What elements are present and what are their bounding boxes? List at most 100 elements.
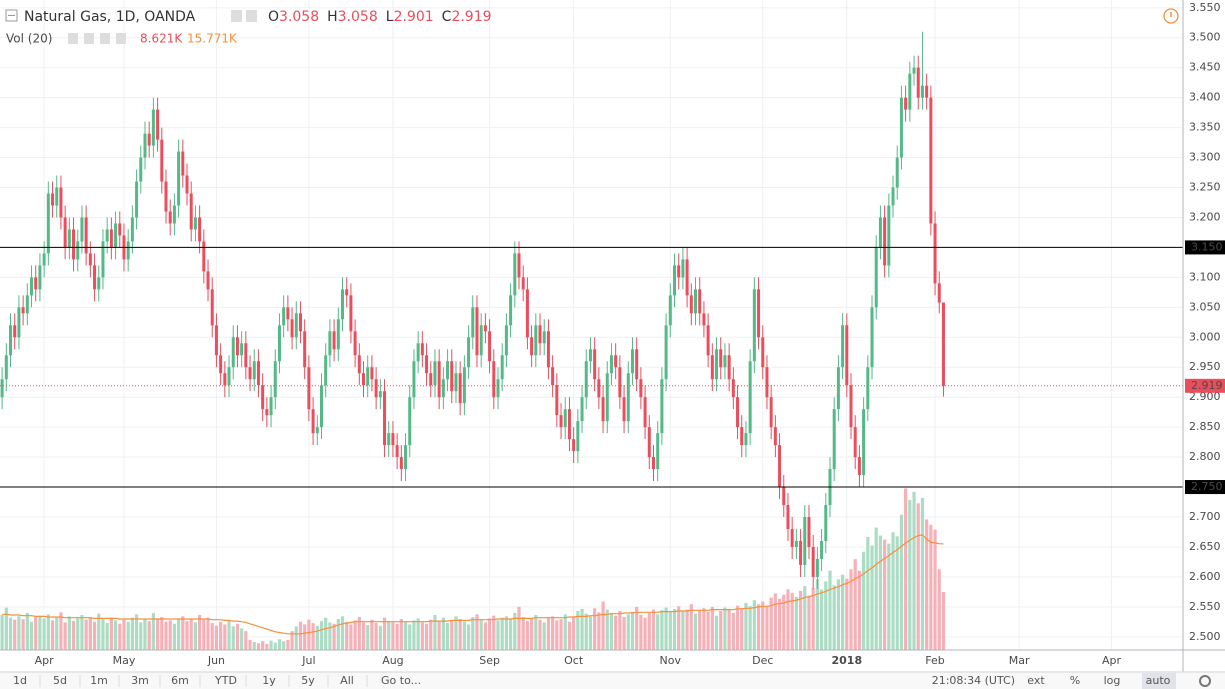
candle-body xyxy=(488,331,492,362)
candle-body xyxy=(450,361,454,392)
candle-body xyxy=(387,433,391,446)
volume-bar xyxy=(853,559,857,650)
candle-body xyxy=(336,319,340,350)
y-tick-label: 3.400 xyxy=(1189,91,1221,104)
volume-bar xyxy=(282,641,286,650)
volume-bar xyxy=(290,631,294,650)
volume-bar xyxy=(210,623,214,650)
header-icon[interactable] xyxy=(68,33,78,44)
range-button[interactable]: 1d xyxy=(13,674,27,687)
volume-bar xyxy=(340,616,345,650)
header-icon[interactable] xyxy=(84,33,94,44)
volume-bar xyxy=(244,631,248,650)
volume-bar xyxy=(719,610,723,650)
y-tick-label: 3.500 xyxy=(1189,31,1221,44)
volume-bar xyxy=(160,617,164,650)
range-button[interactable]: 1m xyxy=(90,674,108,687)
candle-body xyxy=(172,205,176,224)
candle-body xyxy=(920,85,924,98)
candle-body xyxy=(626,373,630,422)
range-button[interactable]: 1y xyxy=(262,674,276,687)
x-tick-label: Sep xyxy=(479,654,500,667)
y-tick-label: 3.250 xyxy=(1189,181,1221,194)
range-button[interactable]: YTD xyxy=(214,674,237,687)
volume-bar xyxy=(420,622,424,650)
volume-bar xyxy=(769,597,773,650)
volume-bar xyxy=(635,606,639,650)
header-icon[interactable] xyxy=(246,10,257,22)
volume-bar xyxy=(155,618,160,650)
candle-body xyxy=(383,391,387,446)
volume-bar xyxy=(34,617,38,650)
option-button[interactable]: ext xyxy=(1027,674,1045,687)
candle-body xyxy=(504,325,508,356)
candle-body xyxy=(710,355,714,380)
candle-body xyxy=(647,427,651,458)
candle-body xyxy=(227,367,231,386)
goto-button[interactable]: Go to... xyxy=(381,674,421,687)
option-button[interactable]: auto xyxy=(1146,674,1171,687)
candle-body xyxy=(261,385,265,410)
candle-body xyxy=(147,133,151,146)
volume-bar xyxy=(567,621,572,650)
volume-bar xyxy=(572,617,576,650)
candle-body xyxy=(736,397,740,428)
volume-bar xyxy=(580,608,584,650)
volume-bar xyxy=(181,616,185,650)
ohlc-letter: C xyxy=(442,9,452,25)
candle-body xyxy=(757,289,761,338)
volume-bar xyxy=(105,623,109,650)
ohlc-value: 3.058 xyxy=(338,9,378,25)
candle-body xyxy=(231,337,235,368)
candle-body xyxy=(286,307,290,320)
volume-bar xyxy=(336,619,340,650)
volume-bar xyxy=(101,619,105,650)
settings-icon[interactable] xyxy=(1199,675,1211,687)
candle-body xyxy=(290,319,294,338)
candle-body xyxy=(656,433,660,470)
volume-bar xyxy=(656,614,660,650)
volume-bar xyxy=(727,609,731,650)
header-icon[interactable] xyxy=(100,33,110,44)
candle-body xyxy=(164,181,168,212)
range-button[interactable]: 6m xyxy=(171,674,189,687)
volume-bar xyxy=(643,617,647,650)
candle-body xyxy=(273,361,277,398)
candle-body xyxy=(761,337,765,368)
candle-body xyxy=(244,343,248,368)
volume-bar xyxy=(143,619,147,650)
volume-bar xyxy=(227,620,231,650)
candle-body xyxy=(546,331,550,368)
volume-bar xyxy=(660,610,664,650)
volume-bar xyxy=(916,503,920,650)
range-button[interactable]: 5y xyxy=(301,674,315,687)
option-button[interactable]: log xyxy=(1104,674,1121,687)
header-icon[interactable] xyxy=(116,33,126,44)
volume-bar xyxy=(710,606,714,650)
range-button[interactable]: 3m xyxy=(131,674,149,687)
candle-body xyxy=(874,247,878,308)
alert-icon[interactable] xyxy=(1163,8,1179,24)
candle-body xyxy=(605,373,609,422)
candle-body xyxy=(429,373,433,386)
volume-bar xyxy=(689,604,693,650)
candle-body xyxy=(248,367,252,380)
candle-body xyxy=(130,217,134,242)
candle-body xyxy=(782,487,786,506)
volume-bar xyxy=(357,617,361,650)
header-icon[interactable] xyxy=(231,10,242,22)
collapse-icon[interactable] xyxy=(5,9,18,22)
candle-body xyxy=(887,205,891,266)
volume-bar xyxy=(29,621,34,650)
candle-body xyxy=(517,253,521,278)
y-tick-label: 3.100 xyxy=(1189,270,1221,283)
range-button[interactable]: All xyxy=(340,674,354,687)
volume-bar xyxy=(887,543,891,650)
range-button[interactable]: 5d xyxy=(53,674,67,687)
candle-body xyxy=(425,355,429,374)
option-button[interactable]: % xyxy=(1070,674,1080,687)
volume-bar xyxy=(311,623,315,650)
candle-body xyxy=(614,355,618,368)
